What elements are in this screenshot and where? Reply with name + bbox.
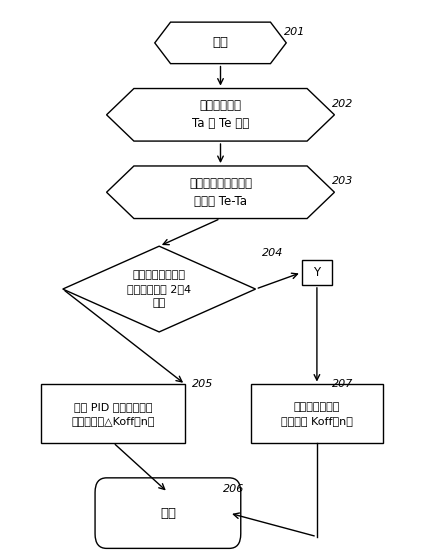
Text: 开始: 开始 [213,36,228,49]
Polygon shape [107,166,334,219]
Text: 结束: 结束 [160,507,176,520]
Polygon shape [63,246,255,332]
Polygon shape [107,88,334,141]
Text: 保持当前电子膨
胀阀开度 Koff（n）: 保持当前电子膨 胀阀开度 Koff（n） [281,401,353,425]
FancyBboxPatch shape [95,478,241,548]
Text: 202: 202 [332,99,354,109]
Text: 进行 PID 计算，得出膨
胀阀变化值△Koff（n）: 进行 PID 计算，得出膨 胀阀变化值△Koff（n） [71,401,155,425]
Text: 当前过热度在预设
值范围内（如 2～4
度）: 当前过热度在预设 值范围内（如 2～4 度） [127,270,191,308]
Bar [302,260,332,285]
Text: 206: 206 [223,484,244,494]
Text: Y: Y [314,266,321,279]
Text: 201: 201 [284,27,306,37]
Text: 203: 203 [332,176,354,186]
Text: 204: 204 [262,247,284,257]
Bar [251,385,383,443]
Text: 205: 205 [192,379,213,389]
Bar [41,385,186,443]
Text: 求得当前换热器环境
过热度 Te-Ta: 求得当前换热器环境 过热度 Te-Ta [189,177,252,208]
Polygon shape [155,22,286,63]
Text: 207: 207 [332,379,354,389]
Text: 采集环境温度
Ta 和 Te 温度: 采集环境温度 Ta 和 Te 温度 [192,100,249,130]
